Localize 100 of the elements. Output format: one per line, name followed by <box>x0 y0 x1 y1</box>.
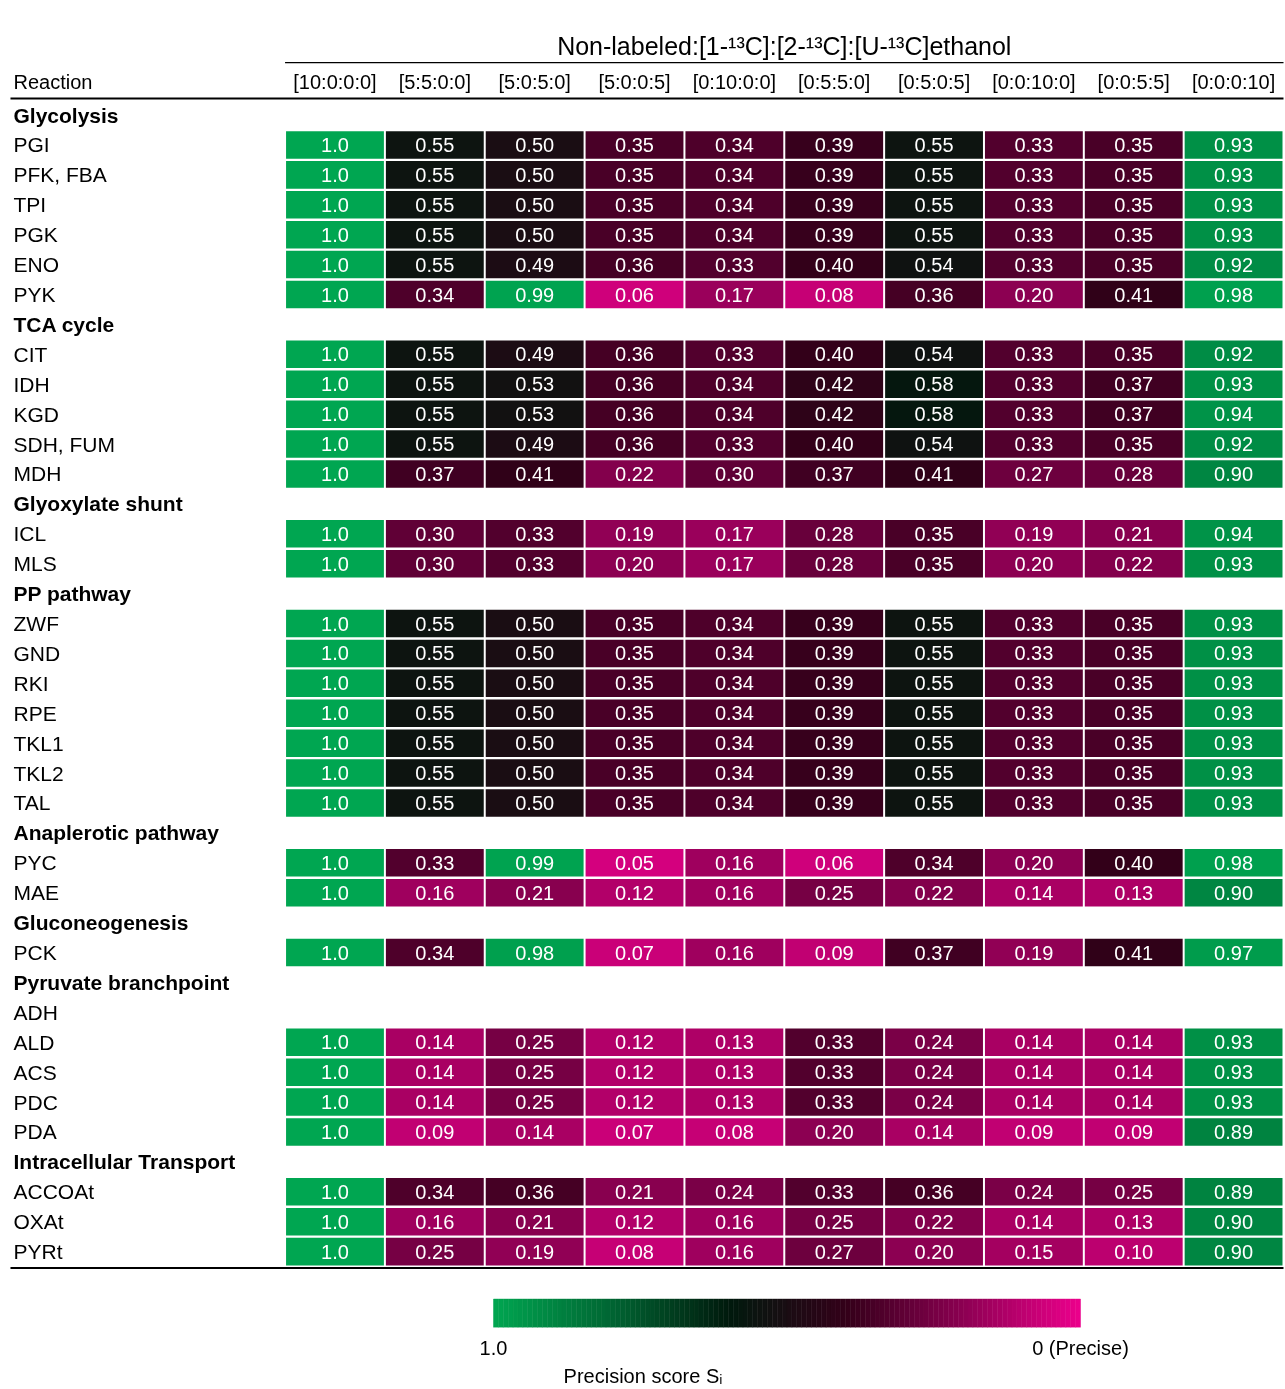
data-label: 0.42 <box>814 373 854 396</box>
data-label: 0.34 <box>914 851 954 874</box>
data-label: 0.33 <box>415 851 455 874</box>
data-label: 0.35 <box>615 642 654 665</box>
data-label: 0.34 <box>415 283 455 306</box>
data-label: 0.34 <box>714 403 754 426</box>
data-label: 0.90 <box>1214 1240 1254 1263</box>
data-label: 0.35 <box>1114 223 1154 246</box>
data-label: 0.93 <box>1214 373 1254 396</box>
data-label: 1.0 <box>321 343 349 366</box>
data-label: 0.33 <box>1014 642 1054 665</box>
data-label: 0.50 <box>515 193 555 216</box>
data-label: 0.36 <box>615 343 654 366</box>
data-label: 0.55 <box>415 702 455 725</box>
data-label: 1.0 <box>321 1061 349 1084</box>
data-label: 0.55 <box>415 223 455 246</box>
chart-title: Non-labeled:[1-¹³C]:[2-¹³C]:[U-¹³C]ethanol <box>557 32 1012 61</box>
data-label: 0.21 <box>515 1210 555 1233</box>
data-label: 0.20 <box>814 1120 854 1143</box>
data-label: 0.07 <box>615 941 654 964</box>
data-label: 1.0 <box>321 253 349 276</box>
data-label: 1.0 <box>321 1091 349 1114</box>
data-label: 0.41 <box>1114 283 1154 306</box>
data-label: 0.90 <box>1214 462 1254 485</box>
data-label: 0.06 <box>615 283 654 306</box>
data-label: 0.09 <box>1114 1120 1154 1143</box>
data-label: 1.0 <box>321 522 349 545</box>
data-label: 0.07 <box>615 1120 654 1143</box>
data-label: 0.55 <box>415 433 455 456</box>
y-tick-label: PYRt <box>13 1240 63 1264</box>
data-label: 1.0 <box>321 1120 349 1143</box>
data-label: 0.89 <box>1214 1120 1254 1143</box>
y-tick-label: CIT <box>13 342 48 366</box>
data-label: 0.33 <box>1014 133 1054 156</box>
data-label: 1.0 <box>321 433 349 456</box>
x-tick-label: [0:0:0:10] <box>1191 71 1276 94</box>
data-label: 1.0 <box>321 672 349 695</box>
y-axis-title: Reaction <box>13 71 93 94</box>
data-label: 0.16 <box>714 941 754 964</box>
data-label: 0.35 <box>1114 642 1154 665</box>
data-label: 0.50 <box>515 791 555 814</box>
data-label: 0.12 <box>615 1091 654 1114</box>
data-label: 0.55 <box>914 702 954 725</box>
data-label: 0.58 <box>914 373 954 396</box>
data-label: 1.0 <box>321 732 349 755</box>
data-label: 0.36 <box>615 373 654 396</box>
y-tick-label: Anaplerotic pathway <box>13 821 220 845</box>
data-label: 0.55 <box>415 373 455 396</box>
data-label: 0.35 <box>1114 133 1154 156</box>
data-label: 0.16 <box>714 1210 754 1233</box>
data-label: 0.25 <box>814 881 854 904</box>
y-tick-label: PGK <box>13 223 58 247</box>
y-tick-label: ADH <box>13 1000 58 1024</box>
data-label: 0.33 <box>1014 702 1054 725</box>
data-label: 0.20 <box>914 1240 954 1263</box>
data-label: 0.35 <box>1114 702 1154 725</box>
data-label: 0.89 <box>1214 1180 1254 1203</box>
data-label: 1.0 <box>321 403 349 426</box>
data-label: 0.54 <box>914 343 954 366</box>
data-label: 0.24 <box>914 1031 954 1054</box>
data-label: 0.36 <box>615 403 654 426</box>
data-label: 0.98 <box>515 941 555 964</box>
data-label: 0.33 <box>1014 672 1054 695</box>
data-label: 0.93 <box>1214 672 1254 695</box>
x-tick-label: [5:5:0:0] <box>398 71 471 94</box>
data-label: 0.40 <box>814 433 854 456</box>
data-label: 0.49 <box>515 433 555 456</box>
y-tick-label: Gluconeogenesis <box>13 911 189 935</box>
data-label: 0.34 <box>415 941 455 964</box>
data-label: 0.34 <box>714 193 754 216</box>
data-label: 0.22 <box>914 881 954 904</box>
data-label: 0.14 <box>1114 1061 1154 1084</box>
y-tick-label: Intracellular Transport <box>13 1150 236 1174</box>
data-label: 0.35 <box>615 791 654 814</box>
data-label: 0.99 <box>515 283 555 306</box>
data-label: 0.39 <box>814 193 854 216</box>
data-label: 0.55 <box>415 163 455 186</box>
data-label: 0.93 <box>1214 552 1254 575</box>
y-tick-label: TPI <box>13 193 47 217</box>
data-label: 0.39 <box>814 612 854 635</box>
data-label: 0.30 <box>415 522 455 545</box>
data-label: 0.35 <box>1114 193 1154 216</box>
data-label: 1.0 <box>321 193 349 216</box>
x-tick-label: [5:0:0:5] <box>598 71 671 94</box>
data-label: 0.92 <box>1214 433 1254 456</box>
data-label: 0.53 <box>515 403 555 426</box>
data-label: 0.97 <box>1214 941 1254 964</box>
color-bar-label: 0 (Precise) <box>1032 1336 1129 1359</box>
data-label: 0.34 <box>714 133 754 156</box>
data-label: 0.12 <box>615 881 654 904</box>
data-label: 0.14 <box>1014 881 1054 904</box>
data-label: 0.39 <box>814 223 854 246</box>
y-tick-label: MLS <box>13 552 57 576</box>
data-label: 0.34 <box>415 1180 455 1203</box>
data-label: 0.16 <box>714 851 754 874</box>
data-label: 0.05 <box>615 851 654 874</box>
data-label: 0.55 <box>415 193 455 216</box>
data-label: 0.15 <box>1014 1240 1054 1263</box>
y-tick-label: PDC <box>13 1090 58 1114</box>
x-tick-label: [0:0:10:0] <box>992 71 1076 94</box>
